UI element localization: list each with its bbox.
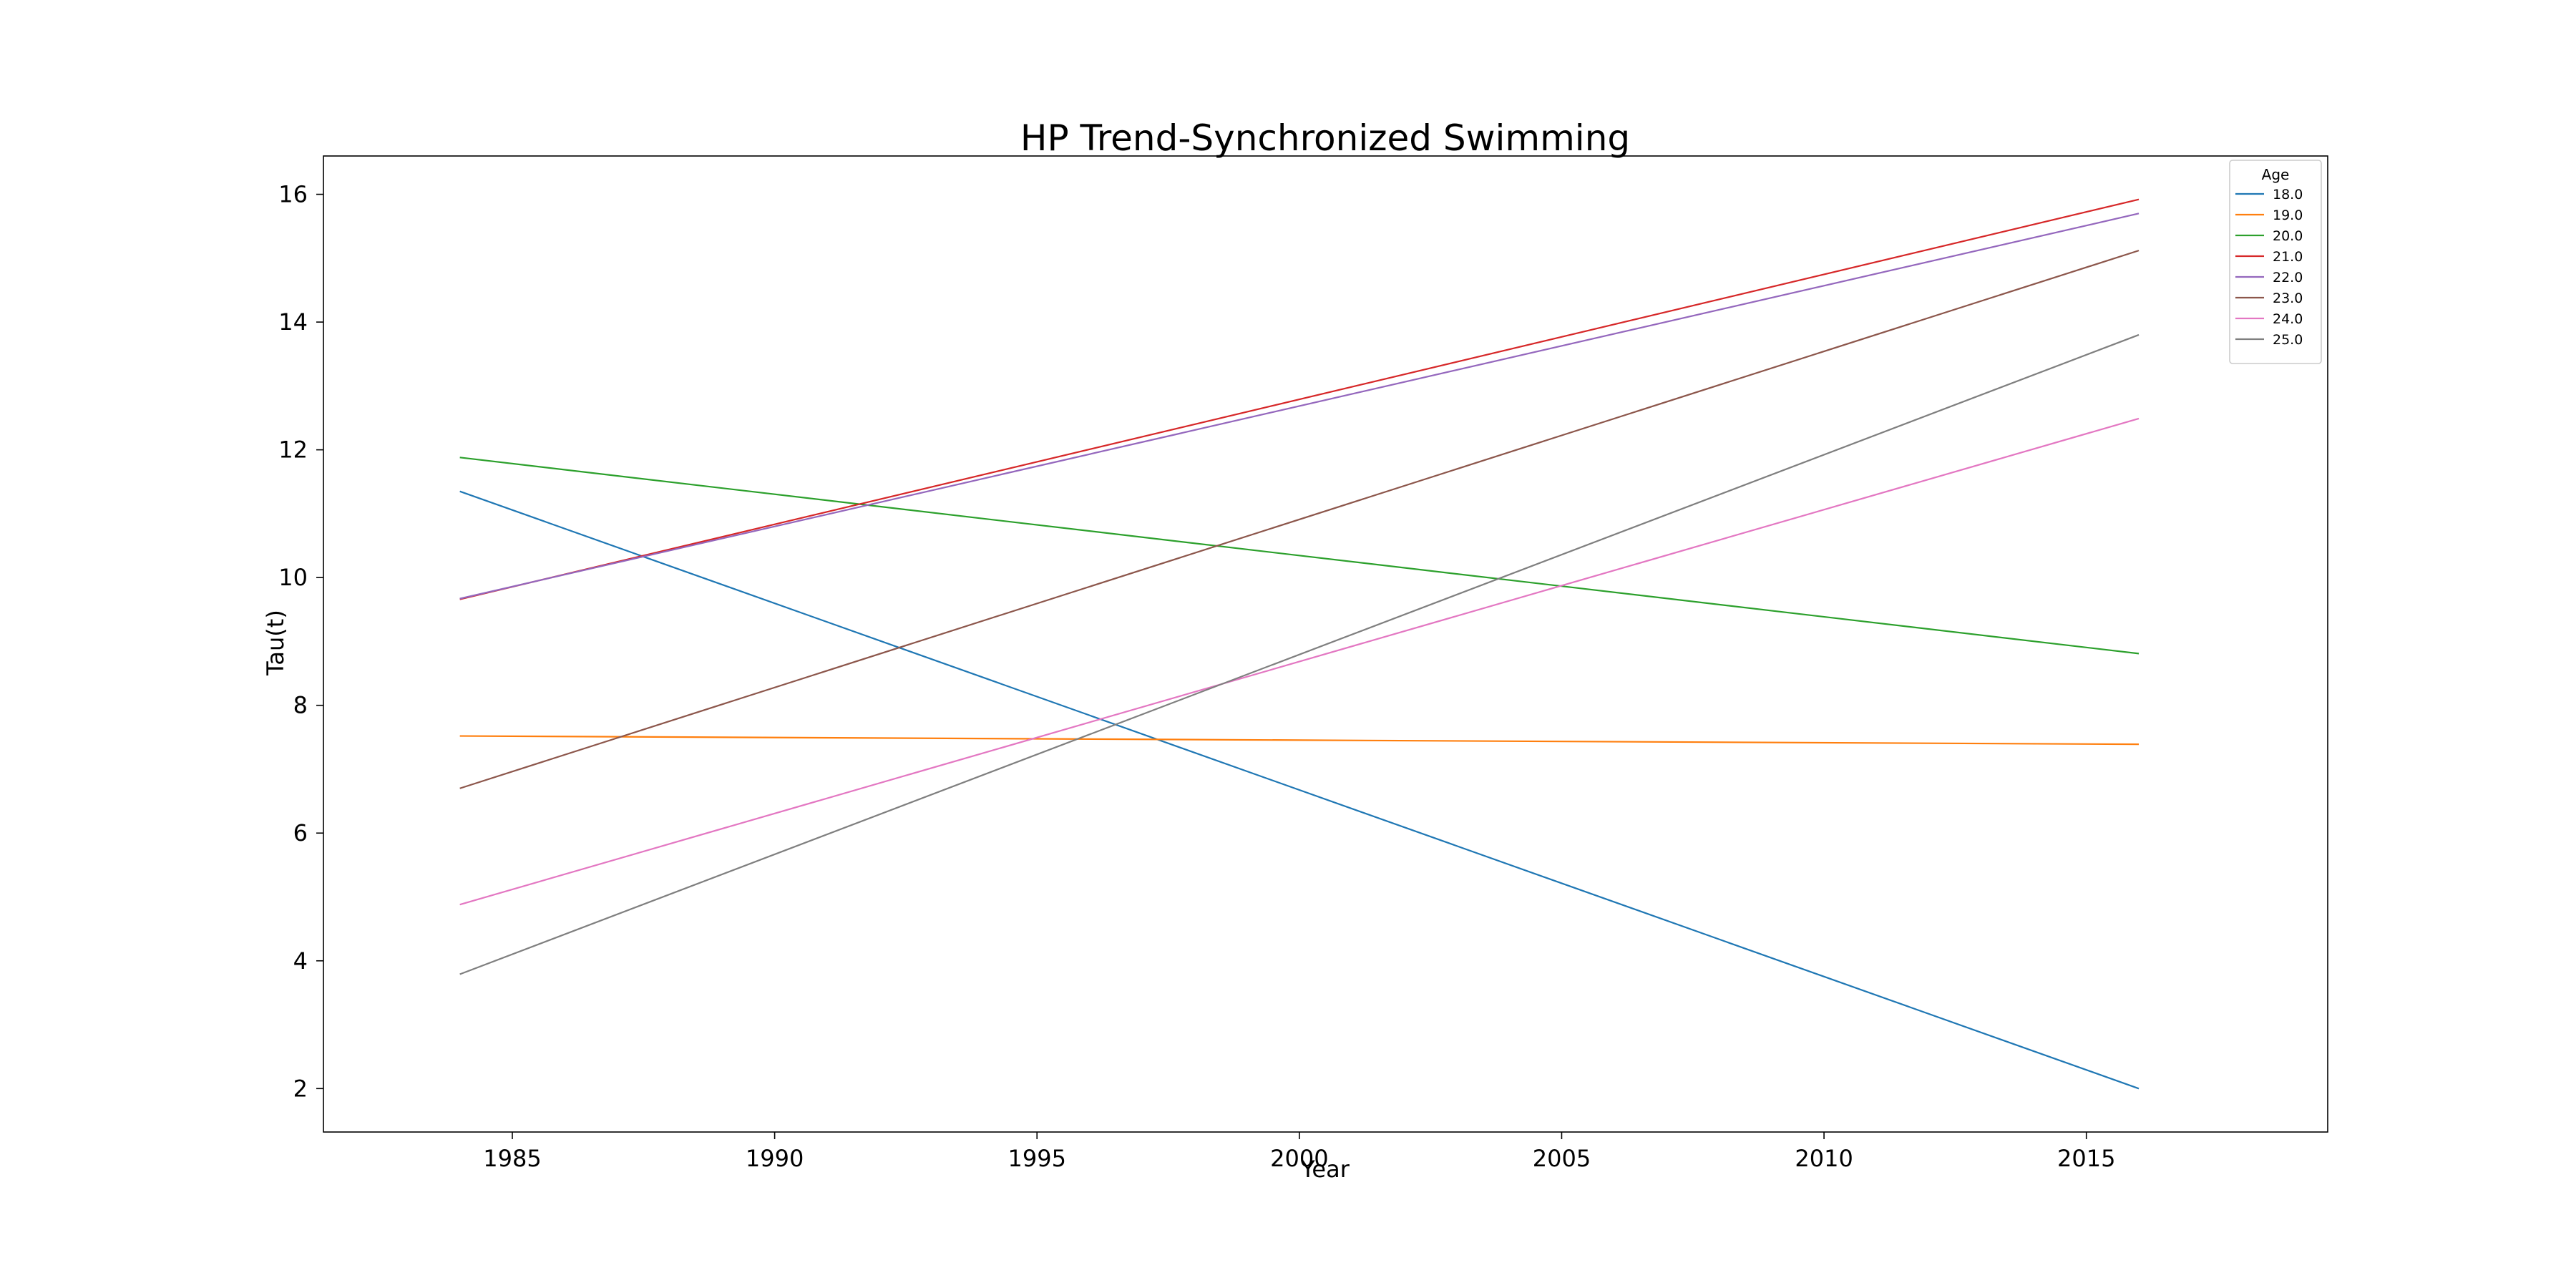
y-tick-label: 14 — [278, 308, 308, 336]
legend-label: 21.0 — [2273, 249, 2303, 265]
series-line-23-0 — [459, 250, 2140, 789]
series-line-19-0 — [459, 735, 2140, 746]
x-tick-label: 2005 — [1533, 1145, 1591, 1172]
chart-title: HP Trend-Synchronized Swimming — [1020, 117, 1630, 159]
series-line-21-0 — [459, 198, 2140, 600]
x-tick-label: 2015 — [2057, 1145, 2115, 1172]
legend-label: 25.0 — [2273, 332, 2303, 348]
x-axis-ticks: 1985 1990 1995 2000 2005 2010 2015 — [483, 1132, 2115, 1172]
legend-label: 19.0 — [2273, 208, 2303, 223]
y-axis-ticks: 2 4 6 8 10 12 14 16 — [278, 181, 323, 1102]
legend-label: 18.0 — [2273, 187, 2303, 203]
y-tick-label: 8 — [293, 692, 308, 719]
y-tick-label: 6 — [293, 819, 308, 847]
series-line-20-0 — [459, 457, 2140, 655]
series-line-24-0 — [459, 417, 2140, 906]
legend-title: Age — [2262, 166, 2290, 183]
x-tick-label: 2000 — [1270, 1145, 1328, 1172]
legend: Age 18.0 19.0 20.0 21.0 22.0 23.0 24.0 25.0 — [2229, 160, 2322, 364]
x-tick-label: 1985 — [483, 1145, 541, 1172]
x-axis-label: Year — [1300, 1156, 1350, 1183]
series-lines — [459, 198, 2140, 1090]
y-tick-label: 16 — [278, 181, 308, 208]
y-tick-label: 12 — [278, 436, 308, 464]
x-tick-label: 1990 — [746, 1145, 804, 1172]
y-tick-label: 4 — [293, 947, 308, 975]
plot-frame — [323, 155, 2328, 1133]
series-line-22-0 — [459, 213, 2140, 600]
legend-box — [2229, 160, 2322, 364]
legend-label: 23.0 — [2273, 291, 2303, 306]
y-axis-label: Tau(t) — [262, 610, 289, 676]
series-line-18-0 — [459, 490, 2140, 1090]
plot-area — [323, 155, 2328, 1133]
y-tick-label: 10 — [278, 564, 308, 591]
series-line-25-0 — [459, 333, 2140, 975]
x-tick-label: 2010 — [1795, 1145, 1853, 1172]
legend-label: 20.0 — [2273, 228, 2303, 244]
legend-label: 22.0 — [2273, 270, 2303, 286]
legend-label: 24.0 — [2273, 311, 2303, 327]
y-tick-label: 2 — [293, 1075, 308, 1102]
x-tick-label: 1995 — [1008, 1145, 1065, 1172]
